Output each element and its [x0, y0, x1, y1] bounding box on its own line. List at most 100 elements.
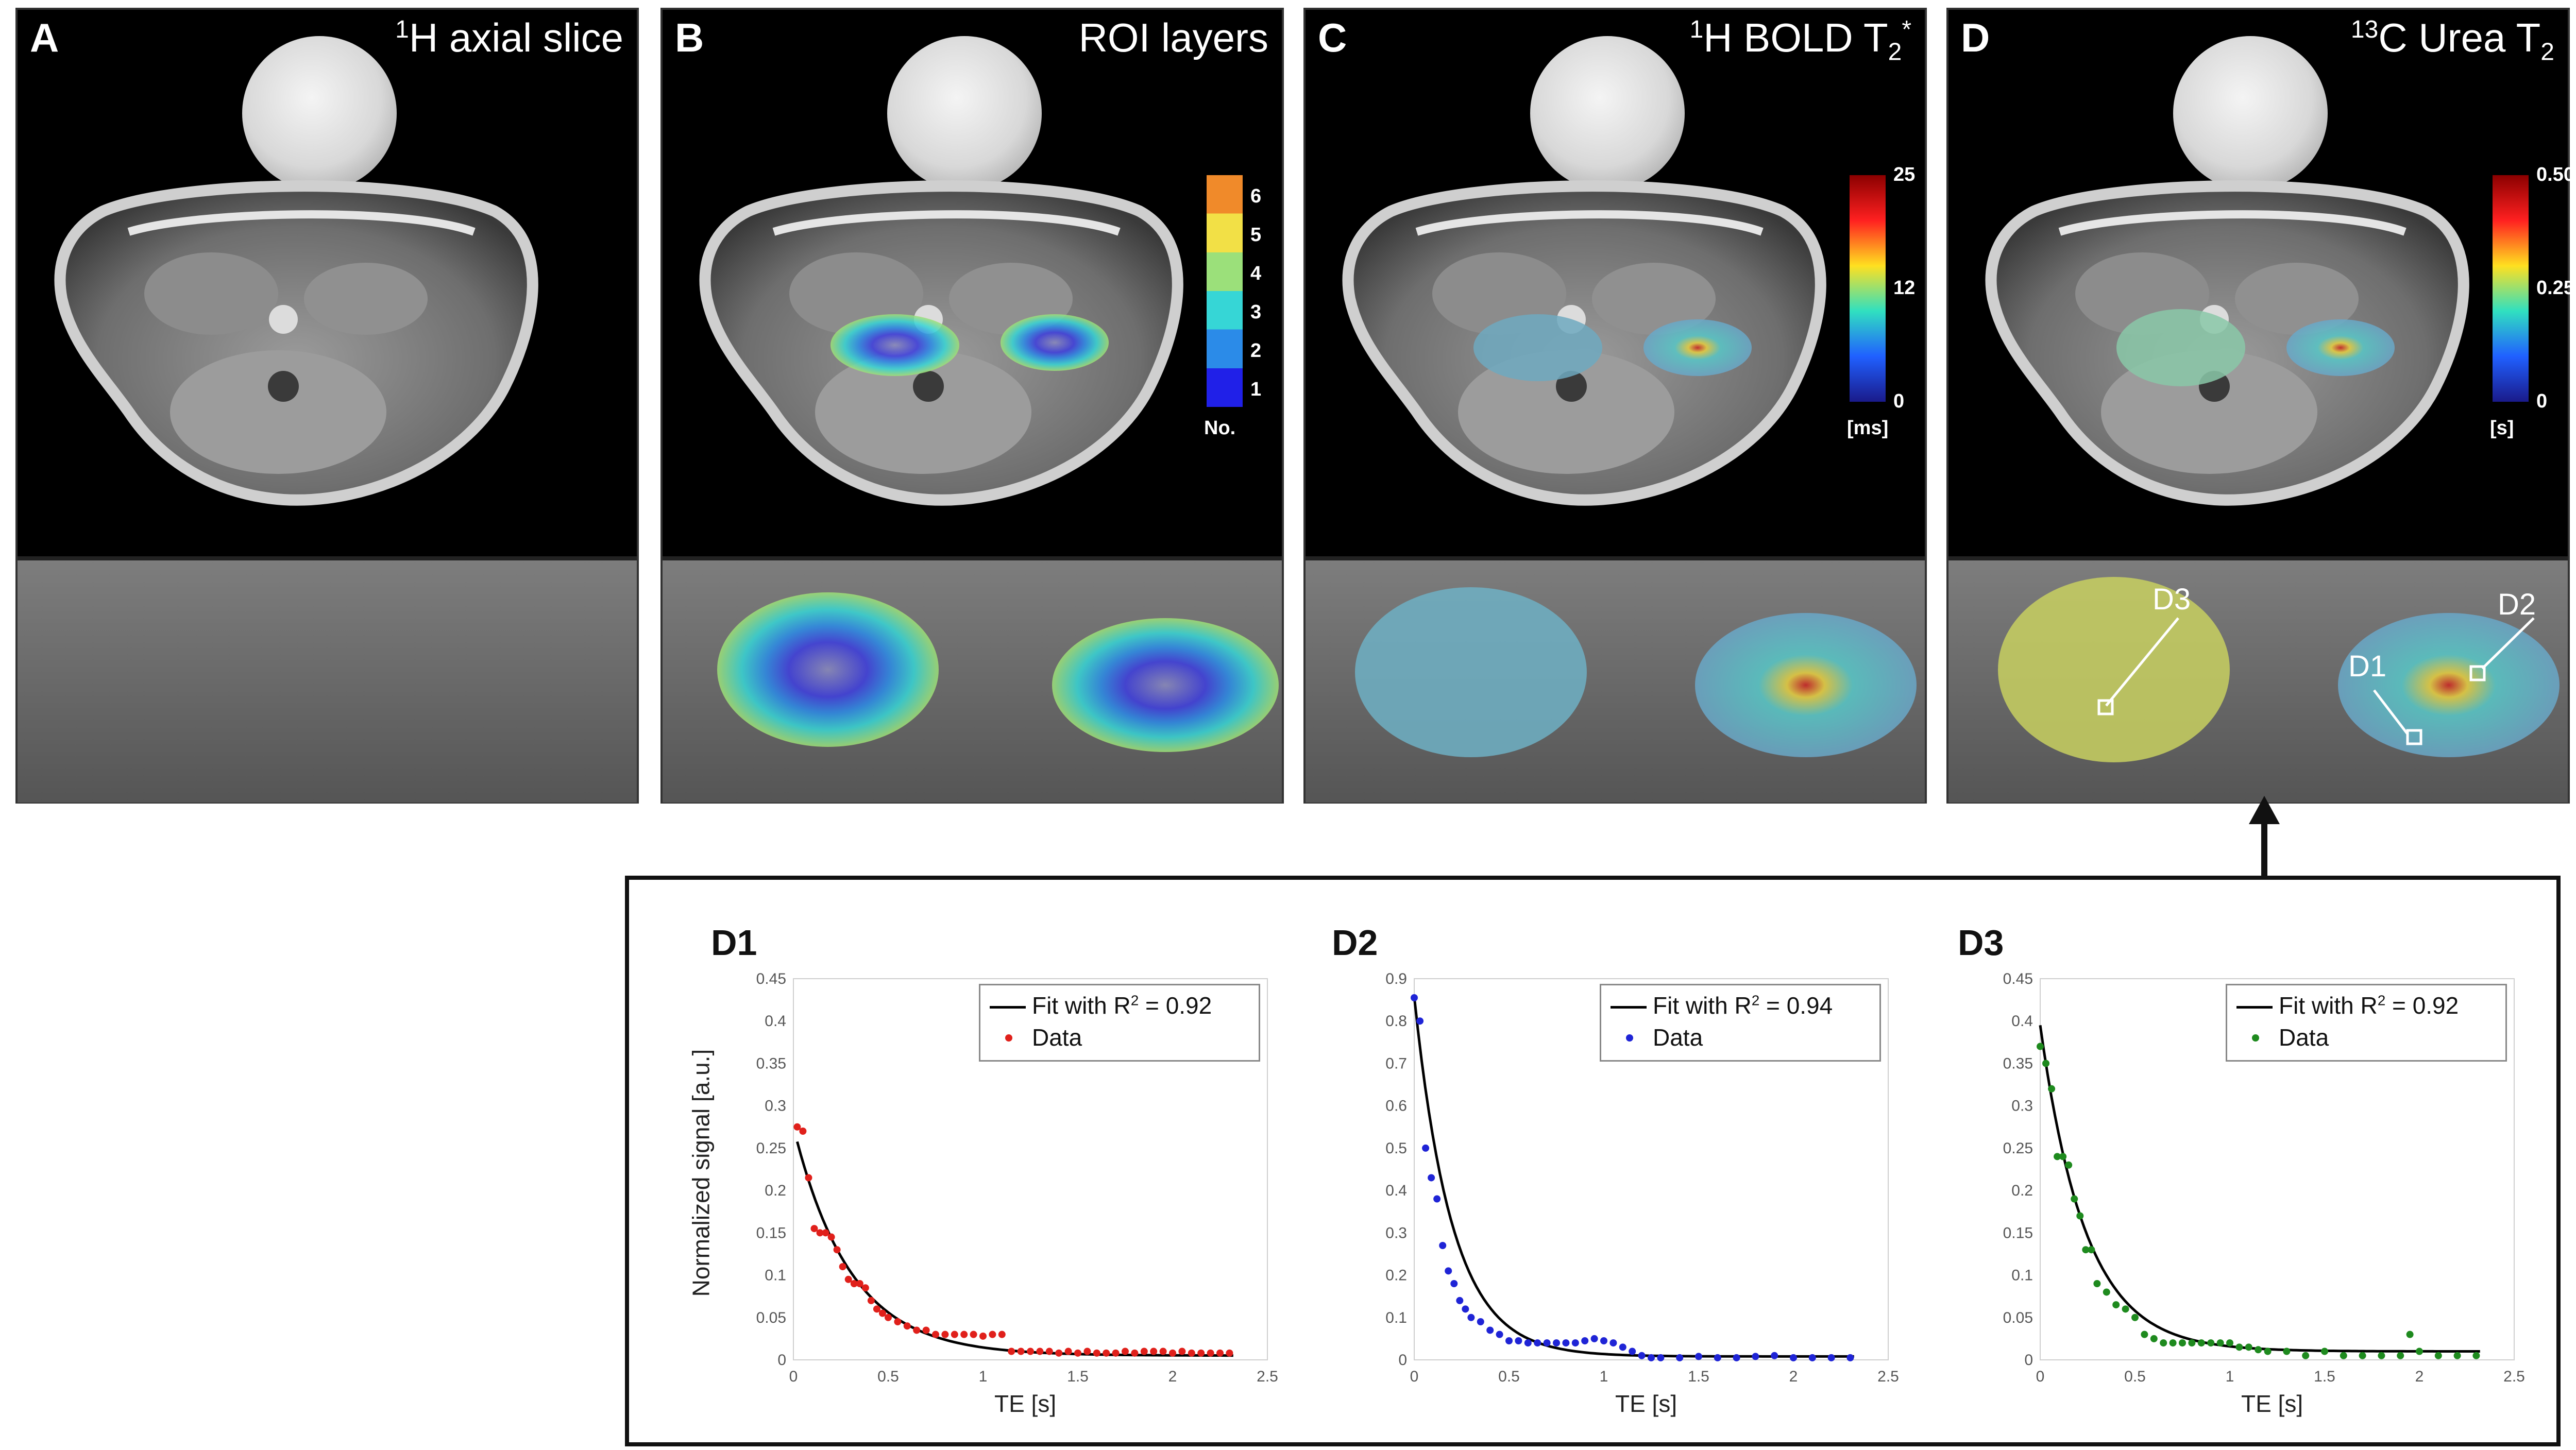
data-point [2472, 1352, 2480, 1359]
data-point [2141, 1330, 2148, 1338]
title-main: H BOLD T [1703, 15, 1888, 60]
data-point [2321, 1347, 2328, 1355]
data-point [1169, 1349, 1176, 1357]
arrow-connector [2249, 796, 2280, 881]
y-tick-label: 0.2 [765, 1182, 786, 1199]
data-point [1150, 1347, 1158, 1355]
data-point [2160, 1339, 2167, 1347]
x-tick-label: 2.5 [2503, 1368, 2525, 1385]
title-main: C Urea T [2378, 15, 2541, 60]
plot-frame [2040, 978, 2515, 1360]
chart-title-d1: D1 [711, 923, 757, 963]
data-point [894, 1318, 902, 1325]
panel-letter-b: B [675, 15, 704, 60]
x-tick-label: 2 [2415, 1368, 2424, 1385]
data-point [861, 1284, 869, 1292]
title-superscript: 13 [2350, 16, 2379, 43]
chart-title-d3: D3 [1958, 923, 2004, 963]
data-point [1036, 1347, 1044, 1355]
phantom-sphere [2173, 36, 2328, 191]
data-point [822, 1229, 829, 1237]
x-tick-label: 0 [789, 1368, 798, 1385]
data-point [2122, 1305, 2129, 1313]
data-point [1045, 1347, 1053, 1355]
data-point [1411, 994, 1418, 1001]
x-tick-label: 2.5 [1257, 1368, 1278, 1385]
panel-letter-a: A [30, 15, 59, 60]
data-point [810, 1225, 818, 1233]
y-tick-label: 0.15 [756, 1224, 786, 1241]
x-tick-label: 1.5 [1688, 1368, 1709, 1385]
data-point [839, 1263, 846, 1271]
data-point [2065, 1161, 2073, 1169]
data-point [873, 1305, 880, 1313]
x-tick-label: 1.5 [2314, 1368, 2335, 1385]
data-point [816, 1229, 824, 1237]
x-tick-label: 0.5 [1498, 1368, 1520, 1385]
data-point [1562, 1339, 1570, 1347]
x-tick-label: 0.5 [877, 1368, 899, 1385]
data-point [850, 1280, 858, 1287]
data-point [1017, 1347, 1025, 1355]
colorbar-tick: 5 [1250, 224, 1262, 246]
chart-legend: Fit with R2 = 0.92 Data [2226, 984, 2507, 1062]
legend-fit-label: Fit with R [2279, 992, 2378, 1019]
data-point [1422, 1144, 1430, 1152]
legend-fit-r2: = 0.92 [2392, 992, 2459, 1019]
data-point [1790, 1354, 1797, 1361]
colorbar-tick: 25 [1893, 164, 1916, 185]
data-point [2434, 1352, 2442, 1359]
y-tick-label: 0 [1398, 1352, 1407, 1369]
data-point [1676, 1354, 1684, 1361]
data-point [1638, 1352, 1646, 1359]
data-point [2048, 1085, 2056, 1093]
roi-left-kidney-zoom [717, 592, 939, 747]
data-point [2188, 1339, 2196, 1347]
fit-curve [795, 1141, 1233, 1357]
data-point [2088, 1246, 2095, 1254]
t2star-map-left-zoom [1355, 587, 1587, 757]
data-point [1496, 1330, 1503, 1338]
data-point [1524, 1339, 1532, 1347]
y-tick-label: 0.45 [756, 970, 786, 987]
roi-right-kidney [1001, 314, 1109, 371]
plot-frame [793, 978, 1268, 1360]
data-point [1103, 1349, 1110, 1357]
chart-legend: Fit with R2 = 0.92 Data [979, 984, 1260, 1062]
chart-plot-2: 0 0.5 1 1.5 2 2.5 0 0.05 0.1 0.15 0.2 0.25 0.3 0.35 0.… [2003, 970, 2525, 1385]
data-point [885, 1313, 892, 1321]
data-point [922, 1326, 930, 1334]
phantom-sphere [242, 36, 397, 191]
data-point [2302, 1352, 2310, 1359]
y-tick-label: 0.2 [1385, 1267, 1407, 1284]
y-tick-label: 0.1 [765, 1267, 786, 1284]
x-axis-label: TE [s] [1615, 1390, 1677, 1417]
data-point [1416, 1017, 1424, 1025]
voxel-label-d3: D3 [2153, 583, 2191, 616]
data-point [2359, 1352, 2366, 1359]
axial-scan-image [1985, 180, 2469, 506]
voxel-markers [2097, 617, 2535, 745]
data-point [827, 1233, 835, 1241]
data-point [1714, 1354, 1721, 1361]
data-point [903, 1322, 911, 1330]
colorbar-tick: 3 [1250, 301, 1262, 323]
data-point [1433, 1195, 1441, 1203]
colorbar-tick: 0 [1893, 390, 1905, 412]
data-point [1074, 1349, 1081, 1357]
data-point [1543, 1339, 1551, 1347]
axial-scan-image [699, 180, 1183, 506]
data-point [2216, 1339, 2224, 1347]
panel-letter-c: C [1318, 15, 1347, 60]
y-tick-label: 0 [777, 1352, 786, 1369]
title-post: * [1902, 16, 1911, 43]
title-subscript: 2 [2540, 38, 2554, 66]
phantom-sphere [1530, 36, 1685, 191]
y-tick-label: 0.5 [1385, 1140, 1407, 1157]
data-point [1207, 1349, 1214, 1357]
data-point [2197, 1339, 2205, 1347]
data-point [970, 1330, 977, 1338]
fit-plots-box [625, 876, 2561, 1446]
t2-urea-map-right [2286, 319, 2395, 376]
data-point [2406, 1330, 2414, 1338]
